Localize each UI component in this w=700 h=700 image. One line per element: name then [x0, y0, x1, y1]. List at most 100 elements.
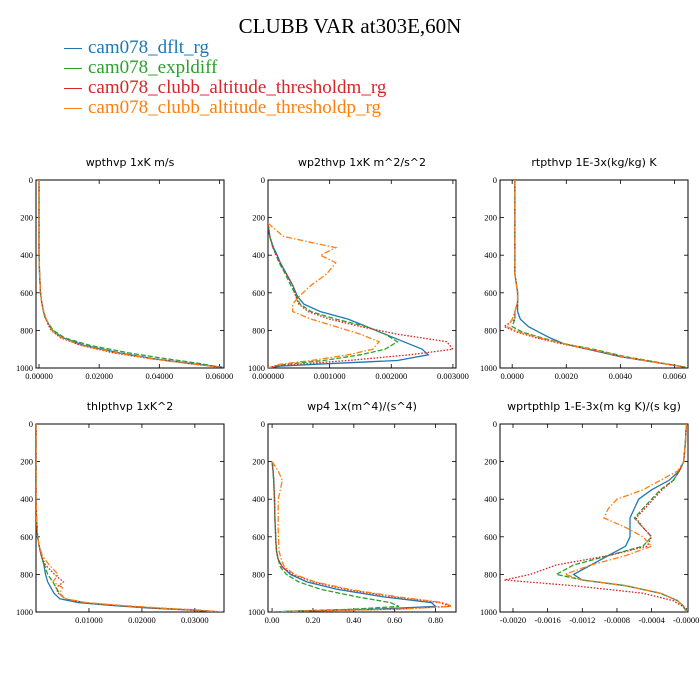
y-tick-label: 600: [484, 532, 497, 542]
panel-frame: [499, 179, 689, 369]
y-tick-label: 1000: [16, 607, 33, 617]
y-tick-label: 600: [20, 532, 33, 542]
y-tick-label: 200: [484, 457, 497, 467]
legend-label-thresholdm: cam078_clubb_altitude_thresholdm_rg: [88, 77, 387, 98]
x-tick-label: -0.0000: [673, 615, 699, 625]
y-tick-label: 1000: [16, 363, 33, 373]
series-line-4: [36, 424, 222, 612]
y-tick-label: 800: [252, 325, 265, 335]
panel-6: wprtpthlp 1-E-3x(m kg K)/(s kg) 0 200 400 60…: [480, 400, 699, 625]
legend: cam078_dflt_rg cam078_expldiff cam078_cl…: [64, 38, 386, 118]
series-line-2: [268, 223, 399, 368]
y-tick-label: 0: [261, 419, 265, 429]
series-line-3: [268, 223, 455, 368]
series-line-2: [511, 180, 686, 368]
panel-title: wp4 1x(m^4)/(s^4): [307, 400, 417, 413]
series-line-1: [268, 223, 430, 368]
panel-frame: [267, 179, 457, 369]
panel-frame: [35, 179, 225, 369]
y-tick-label: 0: [261, 175, 265, 185]
panel-4: thlpthvp 1xK^2 0 200 400 600 800 1000 0.01000 0.…: [16, 400, 225, 625]
panel-title: wp2thvp 1xK m^2/s^2: [298, 156, 426, 169]
panel-title: wprtpthlp 1-E-3x(m kg K)/(s kg): [507, 400, 681, 413]
series-line-3: [502, 180, 686, 368]
x-tick-label: -0.0004: [639, 615, 666, 625]
panel-3: rtpthvp 1E-3x(kg/kg) K020040060080010000…: [480, 156, 689, 381]
panel-frame: [499, 423, 689, 613]
series-line-1: [514, 180, 686, 368]
y-tick-label: 600: [252, 288, 265, 298]
legend-label-dflt: cam078_dflt_rg: [88, 37, 210, 58]
y-tick-label: 800: [252, 569, 265, 579]
y-tick-label: 200: [252, 213, 265, 223]
figure-title: CLUBB VAR at303E,60N: [238, 14, 462, 38]
x-tick-label: 0.00000: [25, 371, 53, 381]
legend-swatch-expldiff: [64, 67, 82, 69]
series-line-1: [36, 424, 222, 612]
y-tick-label: 0: [493, 419, 497, 429]
y-tick-label: 200: [252, 457, 265, 467]
series-line-1: [271, 461, 438, 612]
x-tick-label: 0.20: [306, 615, 321, 625]
x-tick-label: 0.02000: [85, 371, 113, 381]
x-tick-label: 0.40: [346, 615, 361, 625]
x-tick-label: 0.02000: [128, 615, 156, 625]
y-tick-label: 600: [20, 288, 33, 298]
series-line-3: [36, 424, 217, 612]
x-tick-label: 0.04000: [146, 371, 174, 381]
y-tick-label: 1000: [248, 607, 265, 617]
legend-swatch-thresholdp: [64, 107, 82, 109]
x-tick-label: 0.60: [387, 615, 402, 625]
x-tick-label: 0.0000: [500, 371, 523, 381]
legend-label-thresholdp: cam078_clubb_altitude_thresholdp_rg: [88, 97, 382, 118]
panel-2: wp2thvp 1xK m^2/s^2020040060080010000.00…: [248, 156, 469, 381]
y-tick-label: 800: [20, 325, 33, 335]
y-tick-label: 200: [20, 457, 33, 467]
legend-item-dflt: cam078_dflt_rg: [64, 38, 386, 58]
x-tick-label: 0.000000: [252, 371, 284, 381]
y-tick-label: 400: [20, 494, 33, 504]
series-line-4: [38, 180, 220, 368]
legend-swatch-dflt: [64, 47, 82, 49]
panel-title: rtpthvp 1E-3x(kg/kg) K: [531, 156, 657, 169]
y-tick-label: 200: [484, 213, 497, 223]
y-tick-label: 400: [252, 250, 265, 260]
y-tick-label: 400: [484, 494, 497, 504]
y-tick-label: 0: [29, 419, 33, 429]
x-tick-label: -0.0016: [535, 615, 561, 625]
panel-title: thlpthvp 1xK^2: [87, 400, 174, 413]
x-tick-label: -0.0020: [500, 615, 526, 625]
series-line-3: [504, 424, 687, 612]
x-tick-label: 0.002000: [375, 371, 407, 381]
y-tick-label: 400: [484, 250, 497, 260]
legend-item-expldiff: cam078_expldiff: [64, 58, 386, 78]
panel-frame: [35, 423, 225, 613]
y-tick-label: 800: [20, 569, 33, 579]
series-line-2: [554, 424, 687, 612]
legend-item-thresholdp: cam078_clubb_altitude_thresholdp_rg: [64, 98, 386, 118]
panel-frame: [267, 423, 457, 613]
x-tick-label: 0.001000: [314, 371, 346, 381]
series-line-4: [271, 461, 453, 612]
x-tick-label: 0.03000: [181, 615, 209, 625]
x-tick-label: 0.0040: [609, 371, 632, 381]
x-tick-label: 0.00: [265, 615, 280, 625]
series-line-2: [271, 461, 400, 612]
y-tick-label: 0: [493, 175, 497, 185]
y-tick-label: 0: [29, 175, 33, 185]
series-line-3: [271, 461, 451, 612]
x-tick-label: 0.80: [428, 615, 443, 625]
y-tick-label: 1000: [248, 363, 265, 373]
x-tick-label: -0.0012: [569, 615, 595, 625]
y-tick-label: 1000: [480, 363, 497, 373]
panel-title: wpthvp 1xK m/s: [86, 156, 175, 169]
y-tick-label: 800: [484, 325, 497, 335]
y-tick-label: 600: [252, 532, 265, 542]
y-tick-label: 600: [484, 288, 497, 298]
series-line-4: [562, 424, 687, 612]
x-tick-label: -0.0008: [604, 615, 630, 625]
y-tick-label: 400: [252, 494, 265, 504]
